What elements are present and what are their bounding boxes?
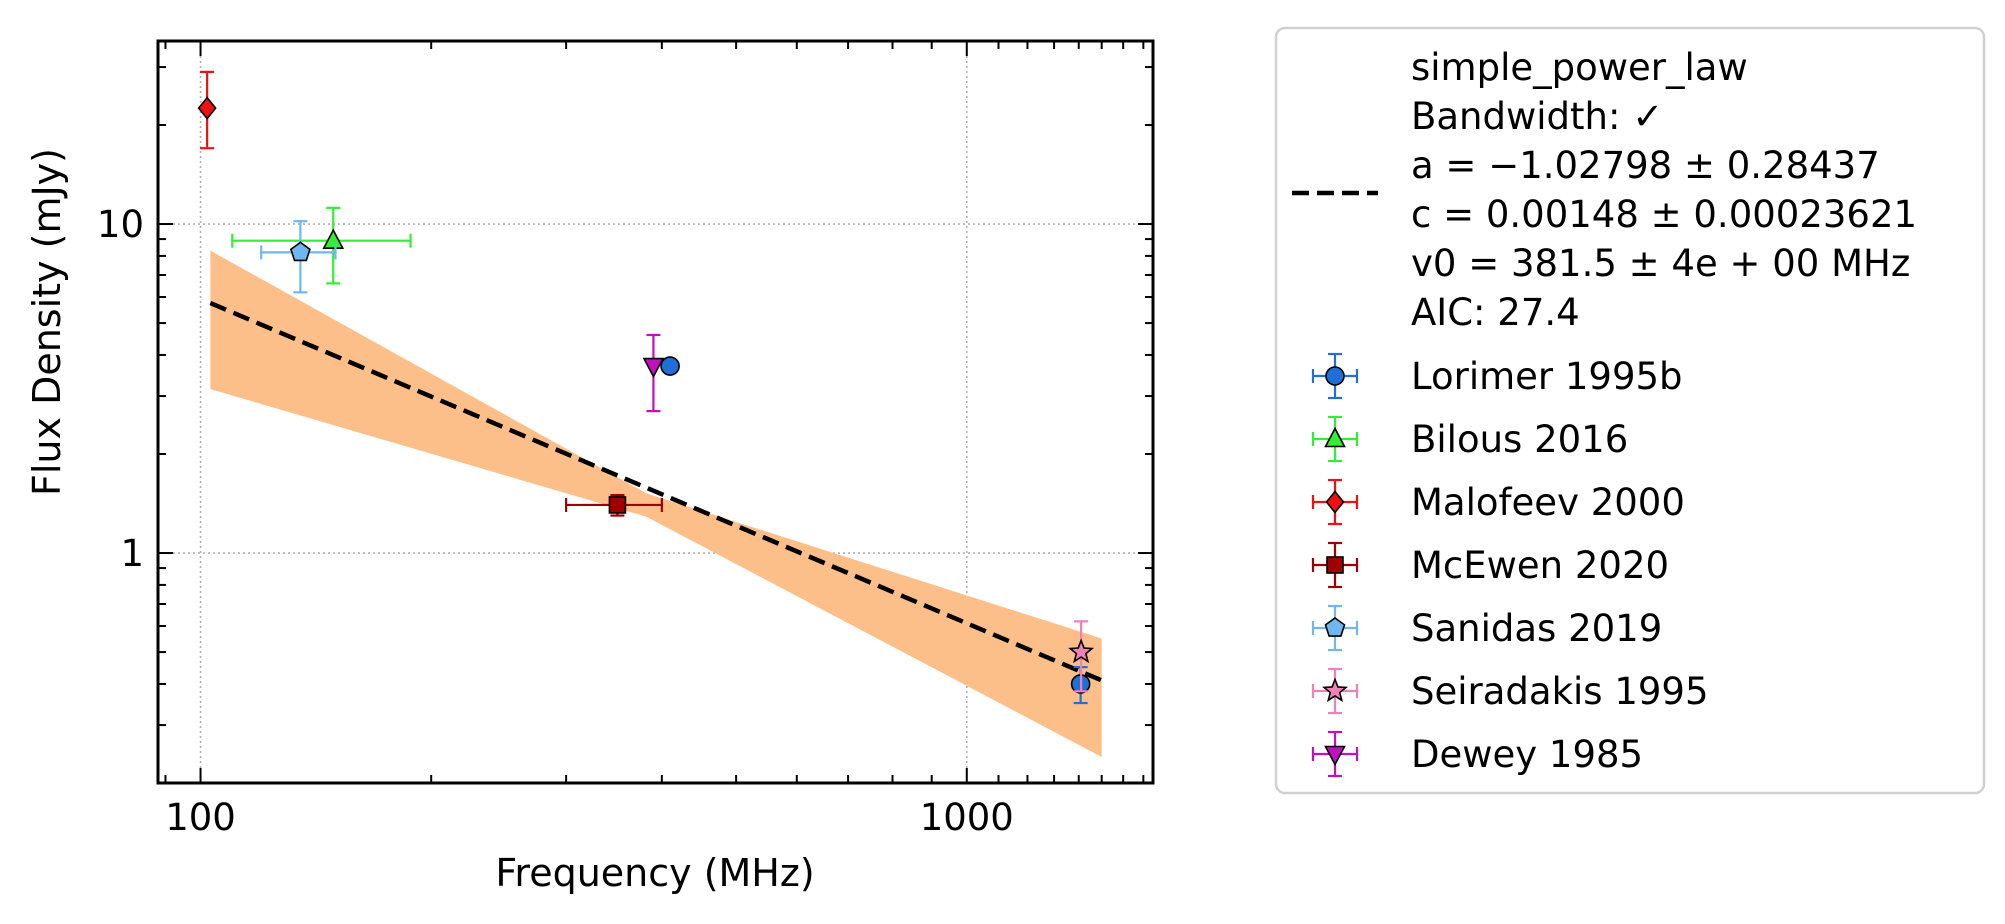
series-malofeev-2000 — [197, 70, 217, 150]
legend-label: Malofeev 2000 — [1411, 481, 1685, 524]
series-dewey-1985 — [642, 333, 665, 413]
fit-band-layer — [210, 250, 1102, 757]
data-point — [197, 70, 217, 150]
legend-entry: Sanidas 2019 — [1311, 604, 1662, 652]
marker-circle — [1325, 366, 1345, 386]
marker-square — [608, 496, 627, 514]
marker-pentagon — [1324, 617, 1346, 637]
legend-label: Lorimer 1995b — [1411, 355, 1683, 398]
legend-fit-text: AIC: 27.4 — [1411, 291, 1580, 334]
x-tick-label: 100 — [165, 796, 236, 839]
marker-diamond — [1325, 490, 1345, 514]
marker-star — [1068, 638, 1095, 664]
legend-entry: Malofeev 2000 — [1311, 478, 1685, 526]
y-tick-label: 1 — [120, 532, 144, 575]
data-point — [231, 206, 412, 285]
legend-entry: Lorimer 1995b — [1311, 352, 1683, 400]
marker-triangle-down — [1324, 745, 1346, 767]
fit-line — [209, 301, 1103, 683]
data-point — [565, 493, 663, 517]
data-point — [660, 356, 680, 376]
legend-fit-text: v0 = 381.5 ± 4e + 00 MHz — [1411, 242, 1910, 285]
legend-entry: Bilous 2016 — [1311, 415, 1628, 463]
legend-label: Dewey 1985 — [1411, 733, 1643, 776]
legend-label: Seiradakis 1995 — [1411, 670, 1708, 713]
legend-box — [1274, 26, 1986, 795]
marker-triangle-down — [642, 357, 665, 379]
marker-pentagon — [289, 241, 311, 262]
marker-circle — [660, 356, 680, 376]
marker-diamond — [197, 96, 217, 120]
y-tick-label: 10 — [97, 203, 144, 246]
legend-entry: McEwen 2020 — [1311, 541, 1669, 589]
axes-border — [156, 39, 1155, 785]
x-tick-label: 1000 — [920, 796, 1014, 839]
legend-label: Sanidas 2019 — [1411, 607, 1662, 650]
legend-label: McEwen 2020 — [1411, 544, 1669, 587]
series-bilous-2016 — [231, 206, 412, 285]
legend-fit-text: a = −1.02798 ± 0.28437 — [1411, 144, 1880, 187]
series-mcewen-2020 — [565, 493, 663, 517]
data-point — [1068, 620, 1095, 693]
legend-fit-text: Bandwidth: ✓ — [1411, 95, 1663, 138]
legend-label: Bilous 2016 — [1411, 418, 1628, 461]
legend-fit-text: simple_power_law — [1411, 46, 1748, 89]
legend-fit-text: c = 0.00148 ± 0.00023621 — [1411, 193, 1917, 236]
legend-entry: Seiradakis 1995 — [1311, 667, 1708, 715]
data-point — [642, 333, 665, 413]
y-axis-label: Flux Density (mJy) — [25, 148, 69, 496]
marker-square — [1326, 556, 1344, 574]
data-points-layer — [197, 70, 1095, 705]
marker-triangle-up — [1324, 426, 1346, 448]
series-sanidas-2019 — [260, 220, 337, 294]
marker-star — [1321, 677, 1349, 703]
marker-triangle-up — [322, 228, 345, 249]
fit-line-layer — [209, 301, 1103, 683]
fit-confidence-band — [210, 250, 1102, 757]
series-seiradakis-1995 — [1068, 620, 1095, 693]
legend-entry: Dewey 1985 — [1311, 730, 1643, 778]
plot-area — [158, 41, 1153, 783]
legend: simple_power_law Bandwidth: ✓ a = −1.02798… — [1274, 26, 1986, 795]
axes-frame: 100 1000 1 10 — [97, 39, 1155, 839]
data-point — [260, 220, 337, 294]
x-axis-label: Frequency (MHz) — [495, 851, 814, 895]
